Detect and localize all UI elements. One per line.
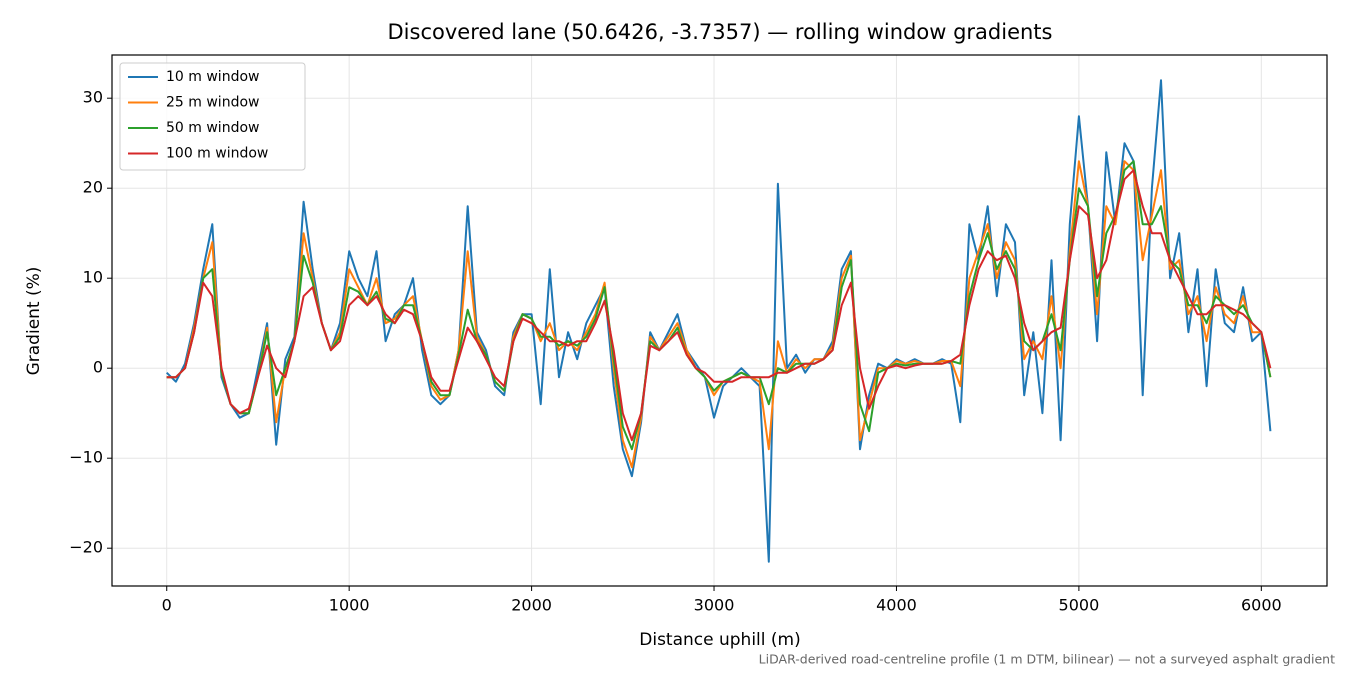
x-tick-label: 0: [162, 596, 172, 615]
plot-frame: [111, 54, 1328, 587]
x-tick-label: 4000: [876, 596, 917, 615]
y-tick-label: 0: [93, 358, 103, 377]
y-tick-label: −20: [69, 538, 103, 557]
plot-area: [166, 79, 1272, 563]
x-tick-label: 2000: [511, 596, 552, 615]
chart-title: Discovered lane (50.6426, -3.7357) — rol…: [388, 20, 1053, 44]
legend-label: 100 m window: [166, 146, 268, 162]
legend-box: [119, 62, 306, 171]
series-line: [166, 169, 1272, 442]
x-tick-label: 3000: [694, 596, 735, 615]
x-axis-label: Distance uphill (m): [639, 630, 800, 650]
y-tick-label: 20: [83, 178, 103, 197]
y-axis-label: Gradient (%): [24, 267, 44, 376]
series-line: [166, 79, 1272, 563]
y-tick-label: −10: [69, 448, 103, 467]
series-line: [166, 160, 1272, 451]
legend-label: 10 m window: [166, 69, 259, 85]
legend-label: 50 m window: [166, 120, 259, 136]
x-tick-label: 5000: [1059, 596, 1100, 615]
x-tick-label: 6000: [1241, 596, 1282, 615]
y-tick-label: 30: [83, 88, 103, 107]
y-tick-label: 10: [83, 268, 103, 287]
footnote: LiDAR-derived road-centreline profile (1…: [759, 652, 1335, 667]
x-tick-label: 1000: [329, 596, 370, 615]
legend-label: 25 m window: [166, 95, 259, 111]
series-line: [166, 160, 1272, 469]
